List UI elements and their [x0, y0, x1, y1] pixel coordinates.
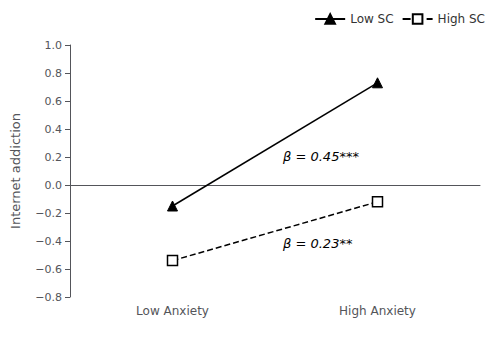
svg-text:1.0: 1.0	[45, 39, 63, 52]
svg-text:−0.2: −0.2	[35, 207, 62, 220]
svg-text:Internet addiction: Internet addiction	[8, 113, 23, 229]
svg-text:−0.8: −0.8	[35, 291, 62, 304]
svg-text:−0.4: −0.4	[35, 235, 62, 248]
svg-text:Low SC: Low SC	[350, 12, 393, 26]
svg-text:−0.6: −0.6	[35, 263, 62, 276]
svg-text:β = 0.45***: β = 0.45***	[282, 149, 359, 164]
svg-text:β = 0.23**: β = 0.23**	[282, 236, 353, 251]
svg-text:0.2: 0.2	[45, 151, 63, 164]
svg-text:Low Anxiety: Low Anxiety	[136, 304, 209, 318]
svg-text:High Anxiety: High Anxiety	[339, 304, 416, 318]
svg-text:0.6: 0.6	[45, 95, 63, 108]
svg-text:0.8: 0.8	[45, 67, 63, 80]
svg-text:0.4: 0.4	[45, 123, 63, 136]
svg-text:0.0: 0.0	[45, 179, 63, 192]
svg-text:High SC: High SC	[438, 12, 485, 26]
